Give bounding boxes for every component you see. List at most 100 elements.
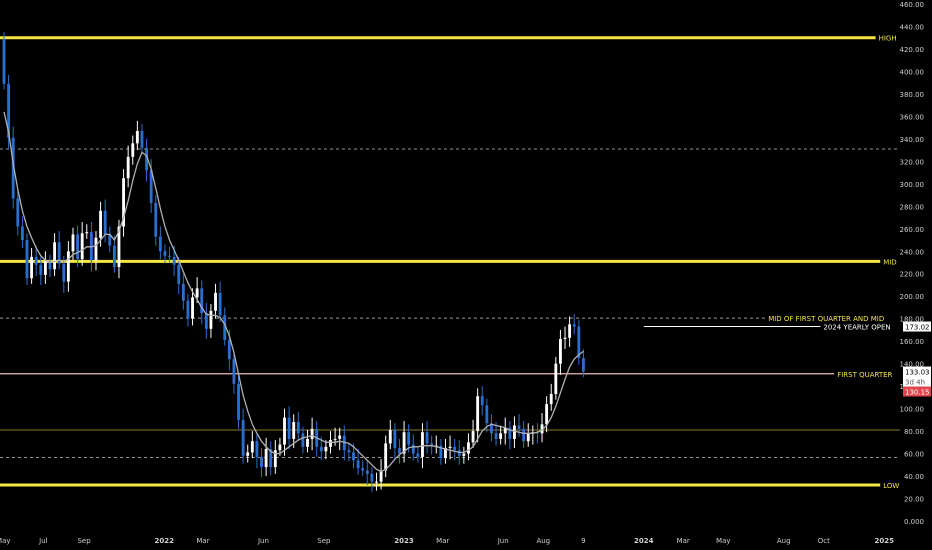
candle-body bbox=[11, 137, 15, 199]
candle-body bbox=[53, 242, 57, 270]
candle-body bbox=[329, 440, 332, 447]
x-tick-label: Mar bbox=[677, 537, 690, 545]
candle-body bbox=[393, 429, 397, 448]
candle-body bbox=[80, 233, 84, 260]
candle-body bbox=[388, 429, 392, 444]
y-tick-label: 0.000 bbox=[904, 518, 924, 526]
candle-body bbox=[430, 443, 434, 446]
candle-body bbox=[2, 38, 6, 84]
candle-body bbox=[43, 261, 47, 275]
x-axis: May Jul Sep 2022 Mar Jun Sep 2023 Mar Jun Aug 9 2024… bbox=[0, 537, 894, 545]
candle-body bbox=[117, 226, 121, 267]
candle-body bbox=[135, 131, 139, 144]
y-tick-label: 440.00 bbox=[900, 23, 925, 31]
red-price-tag-box bbox=[903, 386, 931, 397]
candle-body bbox=[421, 432, 424, 457]
candle-body bbox=[218, 292, 222, 316]
candle-body bbox=[480, 396, 484, 406]
x-tick-label: 9 bbox=[581, 537, 585, 545]
candle-body bbox=[62, 263, 66, 282]
candle-body bbox=[255, 441, 259, 457]
candle-body bbox=[108, 234, 112, 246]
candle-body bbox=[172, 256, 176, 265]
candle-body bbox=[227, 340, 231, 360]
candle-body bbox=[186, 300, 190, 319]
candle-body bbox=[319, 446, 323, 452]
y-tick-label: 140.00 bbox=[900, 361, 925, 369]
candle-body bbox=[76, 234, 80, 260]
candle-body bbox=[448, 446, 452, 448]
candle-body bbox=[522, 428, 526, 442]
y-tick-label: 220.00 bbox=[900, 271, 925, 279]
red-price-tag: 130.15 bbox=[905, 389, 930, 397]
candle-body bbox=[140, 131, 144, 148]
x-tick-label: 2024 bbox=[634, 537, 654, 545]
candle-body bbox=[581, 358, 585, 372]
level-labels: HIGH MID MID OF FIRST QUARTER AND MID2024 … bbox=[765, 32, 931, 491]
candle-body bbox=[508, 427, 512, 439]
x-tick-label: 2023 bbox=[394, 537, 414, 545]
candle-body bbox=[462, 453, 466, 456]
candle-body bbox=[48, 261, 52, 270]
countdown-tag-box bbox=[903, 376, 931, 387]
candle-body bbox=[356, 460, 360, 469]
countdown-tag: 3d 4h bbox=[905, 379, 925, 387]
y-axis: 0.00020.0040.0060.0080.00100.00120.00140… bbox=[900, 1, 925, 526]
candle-body bbox=[237, 383, 240, 420]
candle-body bbox=[232, 359, 236, 384]
candle-body bbox=[85, 232, 89, 234]
candle-body bbox=[163, 251, 167, 256]
y-tick-label: 260.00 bbox=[900, 226, 925, 234]
level-label-2024-yearly-open-box bbox=[820, 321, 900, 332]
candle-body bbox=[554, 363, 558, 394]
candle-body bbox=[499, 433, 503, 439]
level-label-first-quarter: FIRST QUARTER bbox=[837, 371, 892, 379]
y-tick-label: 400.00 bbox=[900, 68, 925, 76]
candle-body bbox=[398, 447, 401, 454]
candles bbox=[2, 32, 585, 492]
candle-body bbox=[439, 445, 443, 459]
candle-body bbox=[71, 234, 75, 252]
candle-body bbox=[517, 425, 521, 429]
candle-body bbox=[20, 226, 24, 241]
candle-body bbox=[223, 315, 227, 341]
level-label-2024-yearly-open: 2024 YEARLY OPEN bbox=[823, 324, 890, 332]
y-tick-label: 60.00 bbox=[904, 451, 924, 459]
candle-body bbox=[241, 419, 245, 456]
candle-body bbox=[103, 210, 107, 235]
candle-body bbox=[264, 449, 268, 468]
candle-body bbox=[503, 427, 507, 434]
y-tick-label: 460.00 bbox=[900, 1, 925, 9]
candle-body bbox=[168, 255, 171, 257]
candle-body bbox=[444, 447, 447, 459]
candle-body bbox=[370, 473, 374, 482]
candle-body bbox=[490, 423, 493, 434]
candle-body bbox=[513, 425, 516, 439]
moving-average bbox=[3, 111, 584, 473]
candle-body bbox=[545, 404, 549, 425]
candle-body bbox=[7, 83, 11, 138]
y-tick-label: 100.00 bbox=[900, 406, 925, 414]
candle-body bbox=[260, 456, 263, 468]
x-tick-label: Aug bbox=[536, 537, 550, 545]
candle-body bbox=[296, 422, 300, 434]
candle-body bbox=[494, 433, 498, 439]
y-tick-label: 420.00 bbox=[900, 46, 925, 54]
x-tick-label: Mar bbox=[436, 537, 449, 545]
candle-body bbox=[425, 432, 429, 444]
candle-body bbox=[572, 324, 576, 327]
candle-body bbox=[250, 441, 254, 453]
x-tick-label: Mar bbox=[196, 537, 209, 545]
candle-body bbox=[154, 202, 158, 237]
level-label-low-box bbox=[880, 480, 900, 491]
candle-body bbox=[467, 442, 470, 454]
y-tick-label: 160.00 bbox=[900, 338, 925, 346]
y-tick-label: 280.00 bbox=[900, 203, 925, 211]
candle-body bbox=[540, 424, 544, 434]
ma-line bbox=[3, 111, 584, 473]
x-tick-label: May bbox=[716, 537, 730, 545]
candle-body bbox=[112, 245, 116, 267]
candle-body bbox=[57, 242, 61, 264]
level-label-high: HIGH bbox=[879, 35, 897, 43]
